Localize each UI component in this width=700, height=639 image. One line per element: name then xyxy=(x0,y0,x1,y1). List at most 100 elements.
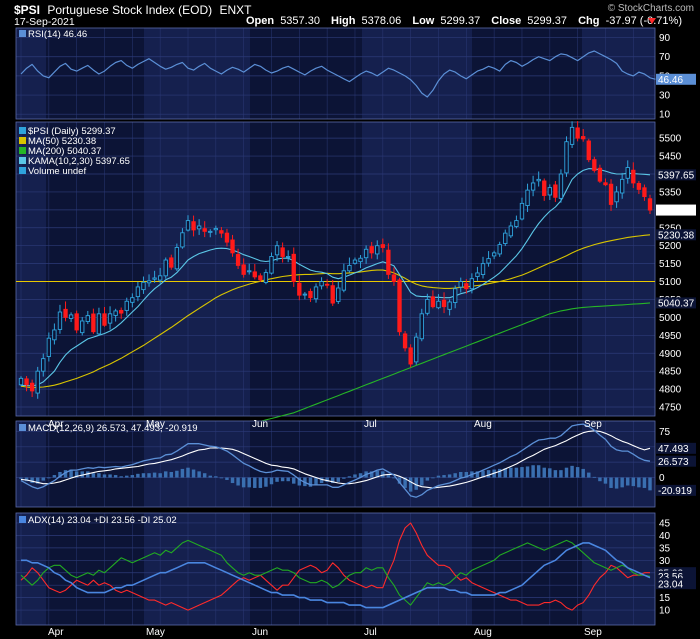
exchange: ENXT xyxy=(219,3,252,17)
macd-histogram-bar xyxy=(536,465,541,478)
adx-ytick-label: 15 xyxy=(659,593,671,604)
candle-body xyxy=(258,275,263,281)
macd-histogram-bar xyxy=(514,467,519,478)
candle-body xyxy=(458,281,463,288)
candle-body xyxy=(196,225,202,230)
candle-body xyxy=(174,247,180,270)
candle-body xyxy=(614,191,619,203)
plus-di-last-label: 23.56 xyxy=(658,572,683,583)
macd-panel-frame xyxy=(15,420,656,508)
macd-panel-bg xyxy=(16,421,655,507)
candle-body xyxy=(441,299,447,308)
price-month-band xyxy=(362,122,472,416)
month-label-jul: Jul xyxy=(364,627,377,638)
macd-histogram-bar xyxy=(169,471,174,478)
candle-body xyxy=(603,182,608,186)
macd-month-band xyxy=(582,421,655,507)
candle-body xyxy=(530,182,536,191)
candle-body xyxy=(324,283,330,286)
candle-body xyxy=(514,220,519,227)
macd-histogram-bar xyxy=(614,477,619,489)
candle-body xyxy=(636,183,642,190)
macd-histogram-bar xyxy=(180,468,185,478)
price-panel-bg xyxy=(16,122,655,416)
macd-histogram-bar xyxy=(559,470,563,478)
ohlc-readout: Open 5357.30 High 5378.06 Low 5299.37 Cl… xyxy=(246,15,682,27)
macd-histogram-bar xyxy=(141,473,146,478)
macd-histogram-bar xyxy=(52,475,57,478)
candle-body xyxy=(625,167,630,179)
adx-ytick-label: 30 xyxy=(659,556,671,567)
price-ytick-label: 5000 xyxy=(659,313,682,324)
macd-histogram-bar xyxy=(542,467,546,478)
month-label-sep: Sep xyxy=(584,419,602,430)
rsi-legend: RSI(14) 46.46 xyxy=(28,29,87,40)
macd-histogram-bar xyxy=(236,477,240,486)
macd-histogram-bar xyxy=(503,468,507,478)
candle-body xyxy=(341,270,347,291)
candle-body xyxy=(18,377,24,386)
adx-panel-bg xyxy=(16,513,655,625)
candle-body xyxy=(542,180,547,196)
macd-histogram-bar xyxy=(230,477,235,484)
close-label: Close xyxy=(491,15,521,27)
candle-body xyxy=(475,272,480,277)
month-label-aug: Aug xyxy=(474,419,492,430)
candle-body xyxy=(642,187,647,198)
macd-histogram-bar xyxy=(191,469,196,478)
macd-legend: MACD(12,26,9) 26.573, 47.493, -20.919 xyxy=(28,423,198,434)
price-ytick-label: 4850 xyxy=(659,367,682,378)
price-legend-entry: Volume undef xyxy=(28,166,86,177)
candle-body xyxy=(146,280,152,284)
macd-histogram-bar xyxy=(19,477,23,479)
plus-di-last-label-bg xyxy=(656,570,696,582)
price-ytick-label: 4900 xyxy=(659,349,682,360)
candle-body xyxy=(52,329,57,341)
macd-month-band xyxy=(362,421,472,507)
candle-body xyxy=(397,279,402,333)
macd-histogram-bar xyxy=(603,477,608,484)
macd-histogram-bar xyxy=(486,470,491,478)
candle-body xyxy=(185,220,191,231)
macd-histogram-bar xyxy=(459,471,463,478)
macd-histogram-bar xyxy=(642,477,647,488)
macd-histogram-bar xyxy=(631,477,636,487)
macd-histogram-bar xyxy=(358,473,363,478)
candle-body xyxy=(247,270,252,273)
month-label-may: May xyxy=(146,419,165,430)
candle-body xyxy=(152,277,157,280)
price-ytick-label: 4800 xyxy=(659,385,682,396)
macd-histogram-bar xyxy=(575,467,580,478)
candle-body xyxy=(102,313,107,326)
candle-body xyxy=(486,258,491,264)
candle-body xyxy=(297,282,302,296)
macd-histogram-bar xyxy=(63,470,68,478)
candle-body xyxy=(135,286,141,298)
rsi-panel-frame xyxy=(15,27,656,120)
ma200-last-label: 5040.37 xyxy=(658,299,695,310)
macd-histogram-bar xyxy=(286,477,290,482)
candle-body xyxy=(380,244,385,248)
macd-histogram-bar xyxy=(453,473,457,478)
candle-body xyxy=(213,228,218,231)
candle-body xyxy=(91,313,96,333)
candle-body xyxy=(24,378,29,386)
chg-value: -37.97 (-0.71%) xyxy=(606,15,682,27)
price-legend-swatch xyxy=(19,137,26,144)
rsi-month-band xyxy=(362,28,472,119)
candle-body xyxy=(202,228,207,232)
candle-body xyxy=(469,278,475,290)
macd-histogram-bar xyxy=(314,477,318,485)
macd-histogram-bar xyxy=(319,477,324,484)
macd-histogram-bar xyxy=(297,477,302,486)
candle-body xyxy=(414,336,419,363)
macd-histogram-bar xyxy=(425,477,430,481)
macd-histogram-bar xyxy=(336,477,341,482)
candle-body xyxy=(35,370,40,394)
candle-body xyxy=(575,127,580,139)
macd-histogram-bar xyxy=(464,471,469,478)
price-legend-swatch xyxy=(19,157,26,164)
adx-ytick-label: 35 xyxy=(659,543,671,554)
